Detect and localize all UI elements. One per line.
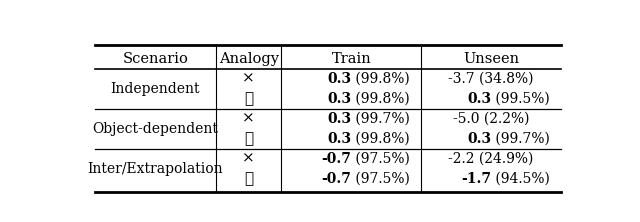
Text: -5.0 (2.2%): -5.0 (2.2%) xyxy=(453,112,529,126)
Text: (94.5%): (94.5%) xyxy=(491,172,550,186)
Text: 0.3: 0.3 xyxy=(467,92,491,106)
Text: (99.5%): (99.5%) xyxy=(491,92,550,106)
Text: -3.7 (34.8%): -3.7 (34.8%) xyxy=(449,72,534,86)
Text: 0.3: 0.3 xyxy=(327,132,351,146)
Text: -2.2 (24.9%): -2.2 (24.9%) xyxy=(449,152,534,166)
Text: (99.8%): (99.8%) xyxy=(351,72,410,86)
Text: -0.7: -0.7 xyxy=(321,172,351,186)
Text: -0.7: -0.7 xyxy=(321,152,351,166)
Text: 0.3: 0.3 xyxy=(467,132,491,146)
Text: (99.8%): (99.8%) xyxy=(351,92,410,106)
Text: ×: × xyxy=(243,152,255,166)
Text: ×: × xyxy=(243,112,255,126)
Text: 0.3: 0.3 xyxy=(327,112,351,126)
Text: Analogy: Analogy xyxy=(219,52,279,66)
Text: (97.5%): (97.5%) xyxy=(351,152,410,166)
Text: (99.7%): (99.7%) xyxy=(491,132,550,146)
Text: ✓: ✓ xyxy=(244,172,253,186)
Text: Train: Train xyxy=(332,52,371,66)
Text: 0.3: 0.3 xyxy=(327,72,351,86)
Text: ✓: ✓ xyxy=(244,92,253,106)
Text: Object-dependent: Object-dependent xyxy=(93,122,218,136)
Text: Scenario: Scenario xyxy=(122,52,188,66)
Text: (97.5%): (97.5%) xyxy=(351,172,410,186)
Text: ✓: ✓ xyxy=(244,132,253,146)
Text: -1.7: -1.7 xyxy=(461,172,491,186)
Text: ×: × xyxy=(243,72,255,86)
Text: Independent: Independent xyxy=(111,82,200,96)
Text: (99.8%): (99.8%) xyxy=(351,132,410,146)
Text: Inter/Extrapolation: Inter/Extrapolation xyxy=(88,162,223,176)
Text: (99.7%): (99.7%) xyxy=(351,112,410,126)
Text: 0.3: 0.3 xyxy=(327,92,351,106)
Text: Unseen: Unseen xyxy=(463,52,519,66)
